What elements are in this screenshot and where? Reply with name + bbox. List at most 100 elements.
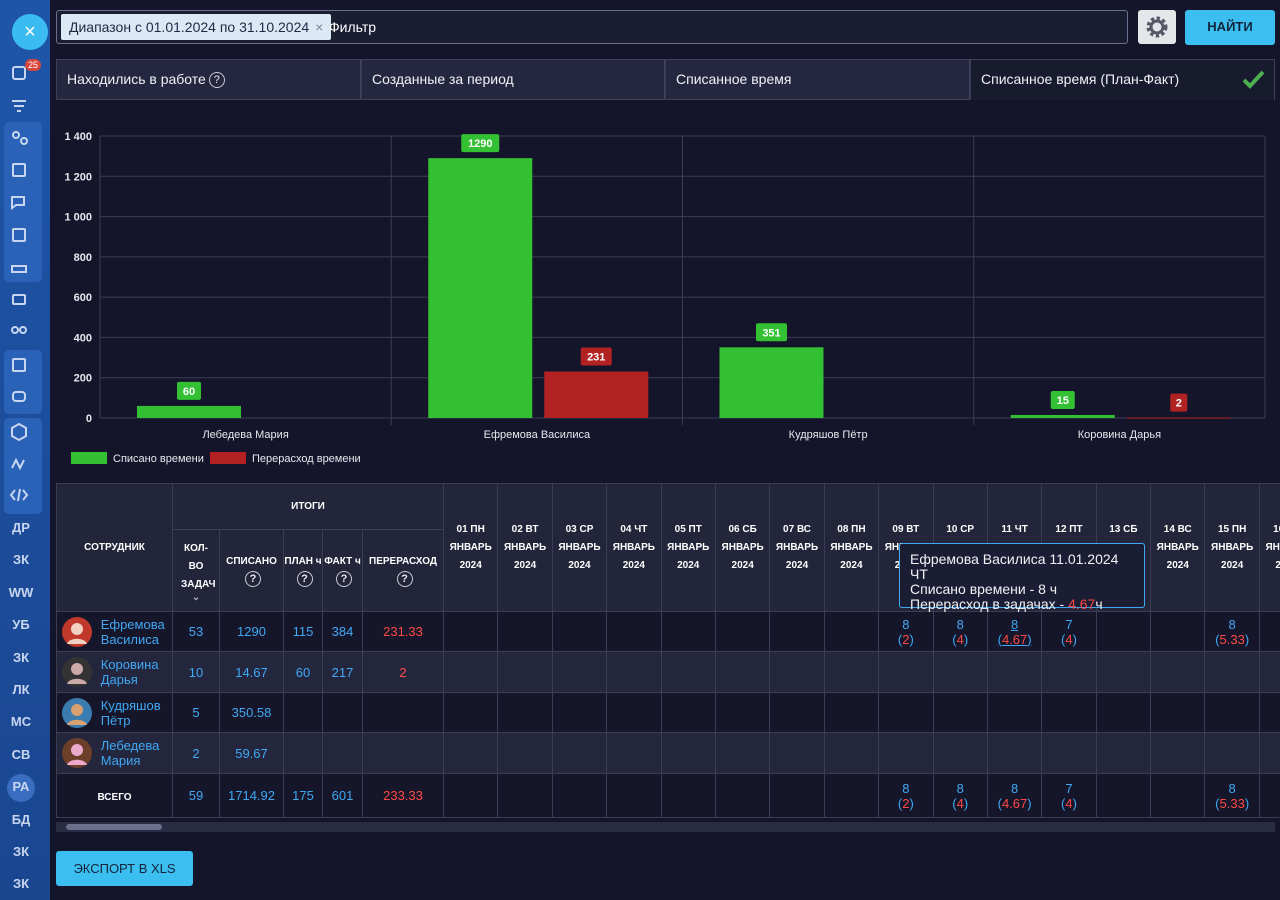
value-label-bg bbox=[580, 347, 612, 366]
day-cell bbox=[660, 732, 716, 774]
day-cell bbox=[823, 692, 880, 733]
nav-label[interactable]: WW bbox=[8, 584, 34, 600]
day-header-line: 2024 bbox=[459, 559, 482, 571]
day-cell bbox=[986, 732, 1043, 774]
overrun: (5.33) bbox=[1206, 632, 1258, 647]
day-cell bbox=[551, 651, 608, 693]
overrun-value: 2 bbox=[902, 631, 910, 647]
x-tick-label: Ефремова Василиса bbox=[484, 429, 591, 441]
day-header-line: 04 ЧТ bbox=[620, 523, 648, 535]
tab[interactable]: Находились в работе? bbox=[56, 59, 361, 100]
employee-name[interactable]: Коровина Дарья bbox=[100, 657, 159, 687]
day-cell bbox=[551, 692, 608, 733]
nav-label[interactable]: ДР bbox=[12, 520, 30, 535]
filter-bar[interactable]: Диапазон с 01.01.2024 по 31.10.2024 × Фил… bbox=[56, 10, 1128, 44]
tab[interactable]: Списанное время bbox=[665, 59, 970, 100]
day-cell bbox=[878, 692, 934, 733]
day-header-line: 02 ВТ bbox=[511, 523, 539, 535]
scroll-thumb[interactable] bbox=[66, 824, 162, 830]
value-cell: 217 bbox=[322, 651, 363, 693]
day-cell bbox=[714, 651, 771, 693]
day-cell bbox=[551, 773, 608, 818]
y-tick-label: 800 bbox=[74, 252, 92, 264]
nav-avatar bbox=[7, 774, 35, 803]
y-tick-label: 1 000 bbox=[64, 212, 92, 224]
nav-label[interactable]: ЗК bbox=[12, 649, 30, 665]
value-label: 231 bbox=[587, 351, 605, 363]
tooltip: Ефремова Василиса 11.01.2024 ЧТ Списано … bbox=[899, 543, 1145, 612]
nav-label[interactable]: БД bbox=[11, 811, 31, 827]
bracket: ( bbox=[1061, 795, 1066, 811]
day-cell bbox=[1150, 692, 1206, 733]
nav-label[interactable]: УБ bbox=[12, 617, 30, 633]
day-header-line: ЯНВАРЬ bbox=[1265, 541, 1280, 553]
employee-name[interactable]: Кудряшов Пётр bbox=[100, 697, 161, 728]
value-cell: 53 bbox=[172, 611, 220, 652]
value-label-bg bbox=[1050, 390, 1075, 409]
export-button[interactable]: ЭКСПОРТ В XLS bbox=[56, 851, 193, 886]
settings-button[interactable] bbox=[1138, 10, 1176, 44]
day-cell bbox=[606, 692, 662, 733]
day-cell bbox=[606, 651, 662, 693]
nav-label[interactable]: МС bbox=[10, 714, 32, 730]
day-cell bbox=[878, 651, 934, 693]
employee: Коровина Дарья bbox=[58, 657, 172, 687]
hours: 8 bbox=[1010, 616, 1019, 632]
day-header-line: 07 ВС bbox=[783, 523, 812, 535]
value-cell: 59.67 bbox=[219, 732, 284, 774]
y-tick-label: 1 400 bbox=[64, 131, 92, 143]
nav-label[interactable]: РА bbox=[12, 779, 30, 795]
value-cell: 5 bbox=[172, 692, 220, 733]
day-cell bbox=[497, 732, 553, 774]
close-button[interactable] bbox=[12, 14, 48, 50]
day-cell bbox=[660, 611, 716, 652]
search-button[interactable]: НАЙТИ bbox=[1185, 10, 1275, 45]
header-cell[interactable]: СПИСАНО? bbox=[219, 529, 284, 612]
overrun: (5.33) bbox=[1206, 796, 1258, 811]
day-cell bbox=[769, 651, 825, 693]
header-cell[interactable]: ФАКТ ч? bbox=[322, 529, 363, 612]
nav-label[interactable]: ЛК bbox=[12, 682, 30, 697]
day-header-line: 13 СБ bbox=[1109, 523, 1138, 535]
tab[interactable]: Списанное время (План-Факт) bbox=[970, 59, 1275, 100]
avatar-face bbox=[71, 622, 83, 635]
nav-label[interactable]: ЗК bbox=[12, 552, 30, 568]
hours: 7 bbox=[1065, 780, 1073, 796]
day-header-line: 09 ВТ bbox=[892, 523, 920, 535]
help-icon[interactable]: ? bbox=[296, 570, 313, 587]
day-cell bbox=[497, 773, 553, 818]
header-cell[interactable]: ПЕРЕРАСХОД? bbox=[362, 529, 444, 612]
nav-label[interactable]: ЗК bbox=[12, 876, 30, 892]
nav-label[interactable]: ЗК bbox=[12, 844, 30, 859]
nav-label[interactable]: СВ bbox=[11, 746, 31, 762]
header-cell: ИТОГИ bbox=[172, 483, 444, 530]
tab[interactable]: Созданные за период bbox=[361, 59, 665, 100]
tooltip-title: Ефремова Василиса 11.01.2024 ЧТ bbox=[910, 551, 1119, 582]
day-header-line: 2024 bbox=[1260, 557, 1280, 575]
day-header-line: 2024 bbox=[677, 559, 700, 571]
day-cell bbox=[660, 651, 716, 693]
bar bbox=[428, 158, 533, 418]
filter-chip[interactable]: Диапазон с 01.01.2024 по 31.10.2024 × bbox=[61, 14, 332, 40]
header-cell[interactable]: ПЛАН ч? bbox=[283, 529, 323, 612]
day-cell bbox=[1204, 692, 1260, 733]
header-cell[interactable]: КОЛ-ВО ЗАДАЧ ⌄ bbox=[172, 529, 220, 612]
close-icon[interactable]: × bbox=[24, 21, 36, 43]
help-icon[interactable]: ? bbox=[396, 570, 413, 587]
help-icon[interactable]: ? bbox=[208, 72, 225, 89]
day-header-line: ЯНВАРЬ bbox=[830, 541, 873, 553]
help-icon[interactable]: ? bbox=[245, 570, 261, 587]
help-icon[interactable]: ? bbox=[336, 570, 352, 587]
scrollbar[interactable] bbox=[56, 822, 1275, 832]
value-cell: 350.58 bbox=[219, 692, 284, 733]
overrun-value: 4.67 bbox=[1001, 631, 1028, 647]
employee-name[interactable]: Ефремова Василиса bbox=[100, 616, 165, 647]
y-tick-label: 0 bbox=[86, 413, 92, 425]
y-tick-label: 600 bbox=[74, 292, 92, 304]
day-cell bbox=[660, 692, 716, 733]
chip-close[interactable]: × bbox=[315, 19, 324, 35]
employee-name[interactable]: Лебедева Мария bbox=[100, 738, 160, 768]
value-cell: 115 bbox=[283, 611, 323, 652]
bracket: ) bbox=[1072, 631, 1077, 647]
day-cell bbox=[606, 732, 662, 774]
